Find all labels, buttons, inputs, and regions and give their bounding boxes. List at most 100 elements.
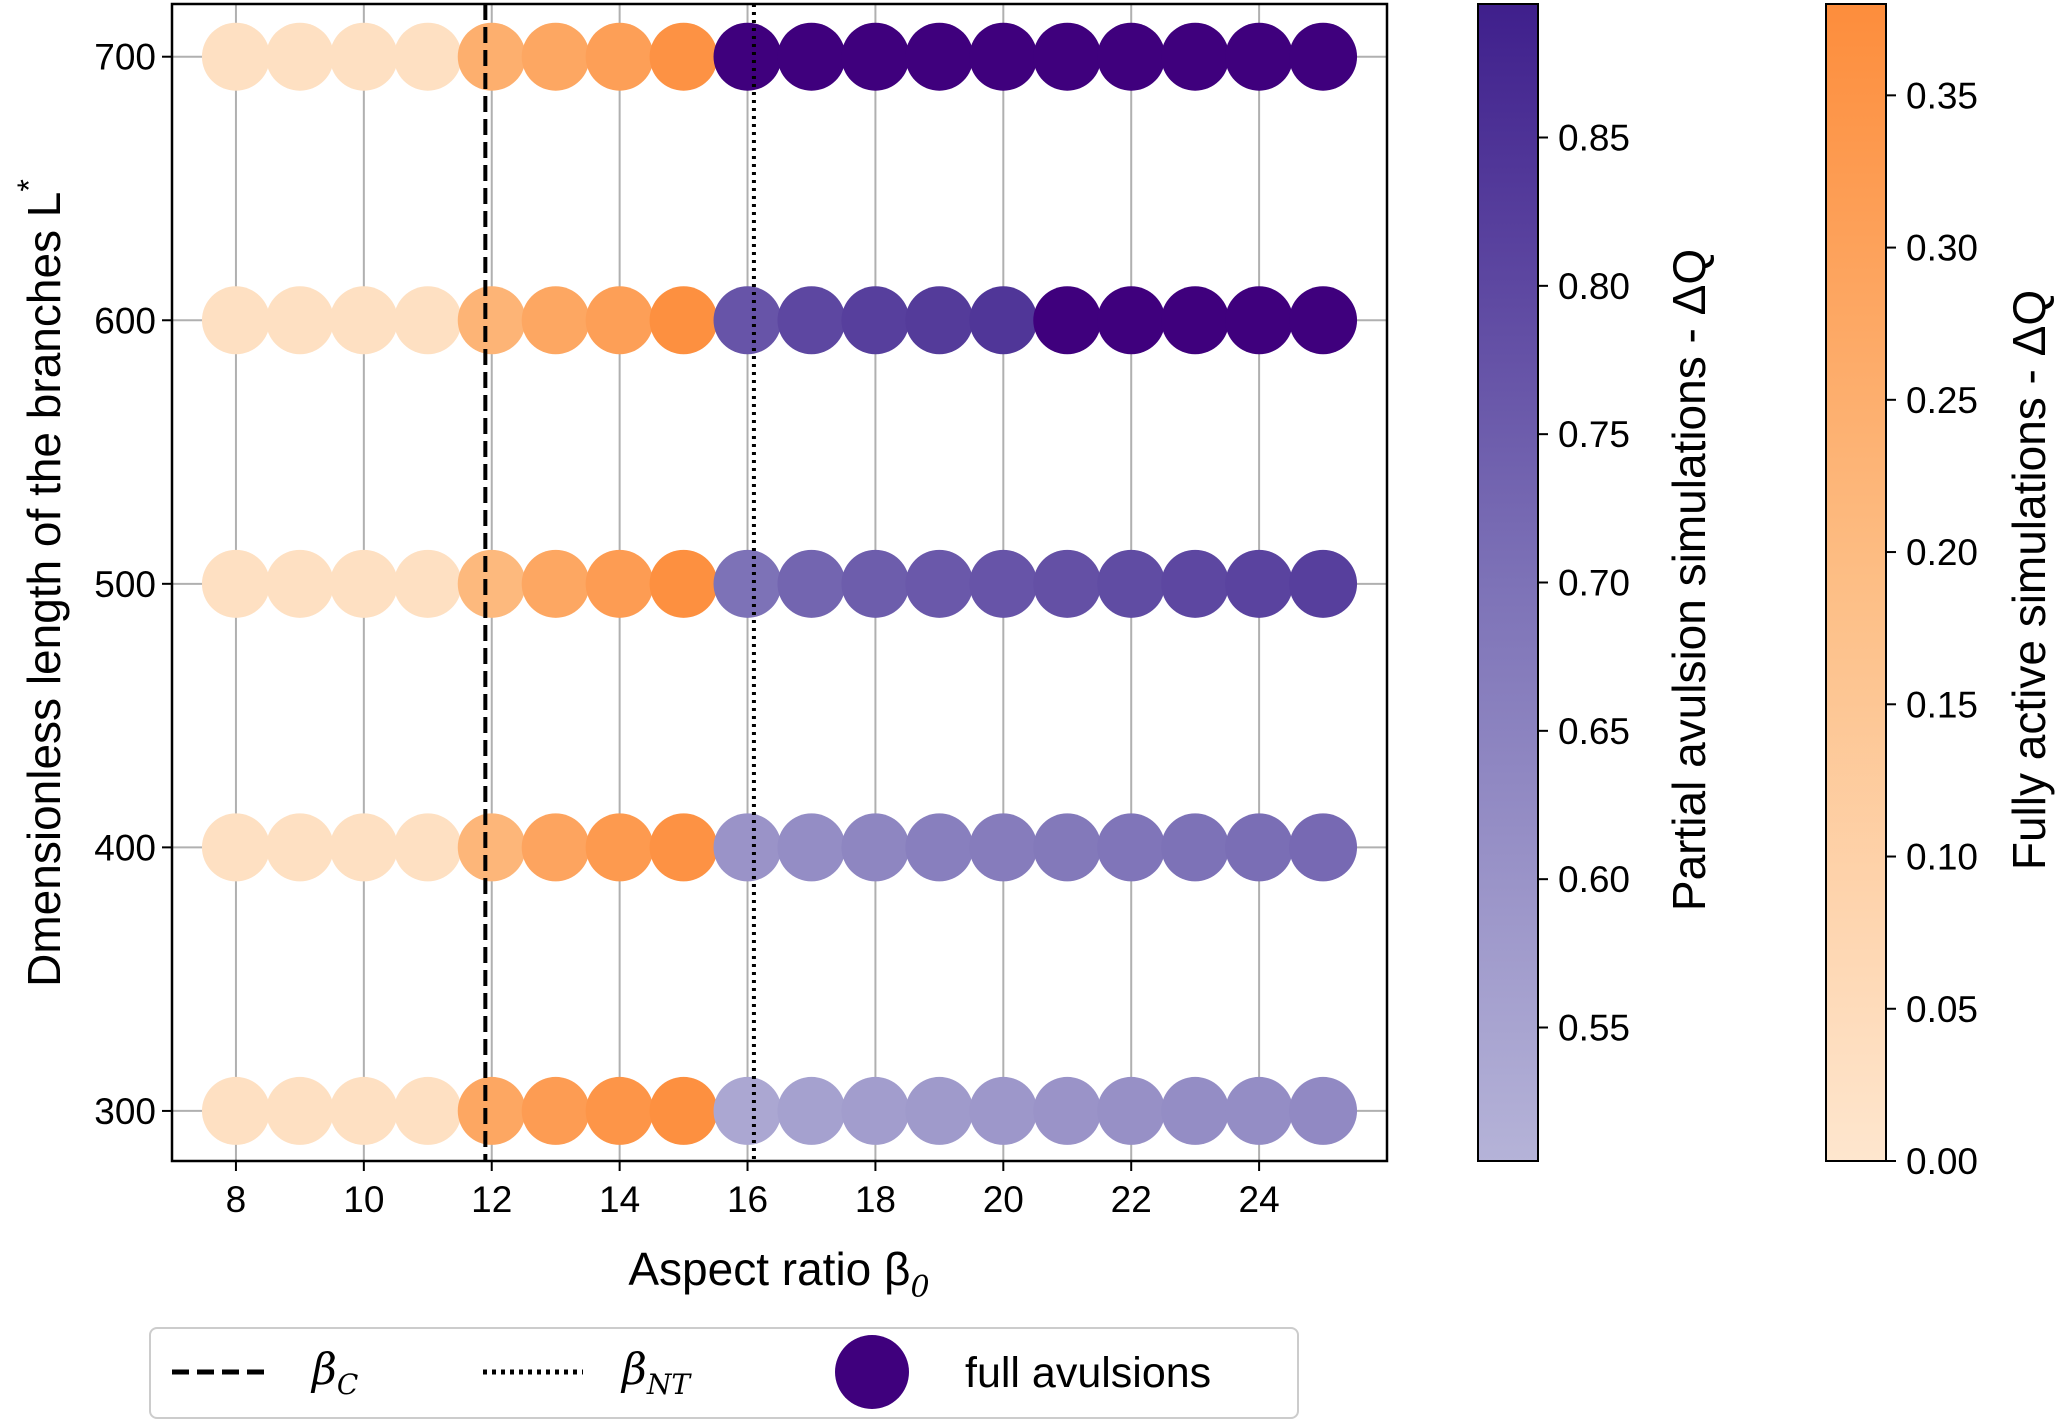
colorbar-tick-label: 0.70 [1558,563,1630,604]
marker-partial [777,1076,846,1145]
marker-active [329,813,398,882]
marker-partial [1289,549,1358,618]
marker-full-avulsion [1289,22,1358,91]
y-ticks: 300 400 500 600 700 [94,37,172,1132]
marker-partial [1289,813,1358,882]
marker-partial [777,549,846,618]
marker-active [585,813,654,882]
y-axis-label: Dmensionless length of the branches L* [11,179,70,987]
marker-active [649,286,718,355]
colorbar-tick-label: 0.10 [1906,837,1978,878]
marker-active [201,22,270,91]
marker-partial [713,1076,782,1145]
marker-partial [1033,549,1102,618]
colorbar-active-bar [1825,3,1887,1162]
marker-partial [841,1076,910,1145]
legend-beta-nt: βNT [620,1345,692,1401]
marker-active [521,286,590,355]
marker-active [201,813,270,882]
marker-full-avulsion [1033,22,1102,91]
marker-partial [713,813,782,882]
marker-partial [905,1076,974,1145]
marker-partial [841,813,910,882]
colorbar-active-label: Fully active simulations - ΔQ [2003,290,2055,870]
colorbar-tick-label: 0.65 [1558,711,1630,752]
x-tick-label: 14 [599,1179,640,1220]
marker-active [393,549,462,618]
colorbar-partial-ticks: 0.55 0.60 0.65 0.70 0.75 0.80 0.85 [1538,118,1630,1049]
marker-partial [1097,549,1166,618]
colorbar-partial-label: Partial avulsion simulations - ΔQ [1663,249,1715,911]
marker-active [521,1076,590,1145]
marker-partial [1225,549,1294,618]
x-tick-label: 22 [1111,1179,1152,1220]
x-tick-label: 18 [855,1179,896,1220]
y-axis-label-sup: * [11,179,47,191]
marker-full-avulsion [905,22,974,91]
legend-full-avulsion-marker [835,1335,909,1409]
marker-partial [1225,813,1294,882]
x-tick-label: 16 [727,1179,768,1220]
y-tick-label: 700 [94,37,156,78]
marker-active [521,549,590,618]
colorbar-tick-label: 0.60 [1558,859,1630,900]
colorbar-partial-bar [1477,3,1539,1162]
marker-full-avulsion [1161,22,1230,91]
marker-active [649,22,718,91]
x-tick-label: 12 [471,1179,512,1220]
marker-active [265,286,334,355]
reference-lines [483,4,756,1161]
colorbar-tick-label: 0.75 [1558,414,1630,455]
marker-active [521,22,590,91]
plot-frame [170,2,1389,1163]
marker-active [649,1076,718,1145]
plot-area: 8 10 12 14 16 18 20 22 24 300 400 500 600 700 [94,2,1389,1220]
marker-active [201,549,270,618]
marker-active [329,1076,398,1145]
colorbar-active-ticks: 0.00 0.05 0.10 0.15 0.20 0.25 0.30 0.35 [1886,75,1978,1182]
colorbar-tick-label: 0.25 [1906,380,1978,421]
y-tick-label: 300 [94,1091,156,1132]
marker-partial [969,549,1038,618]
x-axis-label-sub: 0 [911,1270,930,1305]
marker-partial [1033,813,1102,882]
marker-full-avulsion [841,22,910,91]
x-axis-label-text: Aspect ratio β [628,1243,910,1295]
markers [201,22,1358,1145]
marker-active [457,1076,526,1145]
marker-full-avulsion [1225,22,1294,91]
marker-full-avulsion [1225,286,1294,355]
x-tick-label: 24 [1239,1179,1280,1220]
marker-partial [1097,1076,1166,1145]
marker-active [457,286,526,355]
marker-partial [1289,1076,1358,1145]
y-tick-label: 500 [94,564,156,605]
marker-active [457,22,526,91]
marker-partial [905,549,974,618]
marker-active [649,549,718,618]
marker-partial [969,813,1038,882]
marker-partial [841,286,910,355]
marker-full-avulsion [713,22,782,91]
x-axis-label: Aspect ratio β0 [628,1243,929,1305]
legend-frame [149,1327,1299,1419]
marker-active [329,549,398,618]
colorbar-tick-label: 0.15 [1906,684,1978,725]
marker-full-avulsion [1289,286,1358,355]
marker-partial [713,549,782,618]
marker-active [393,813,462,882]
marker-partial [1161,1076,1230,1145]
marker-active [265,22,334,91]
marker-active [393,22,462,91]
x-tick-label: 8 [226,1179,247,1220]
marker-active [585,1076,654,1145]
marker-active [521,813,590,882]
marker-partial [777,813,846,882]
y-axis-label-text: Dmensionless length of the branches L [18,192,70,987]
colorbar-tick-label: 0.20 [1906,532,1978,573]
marker-partial [905,813,974,882]
marker-active [201,1076,270,1145]
marker-partial [969,1076,1038,1145]
x-ticks: 8 10 12 14 16 18 20 22 24 [226,1161,1280,1220]
